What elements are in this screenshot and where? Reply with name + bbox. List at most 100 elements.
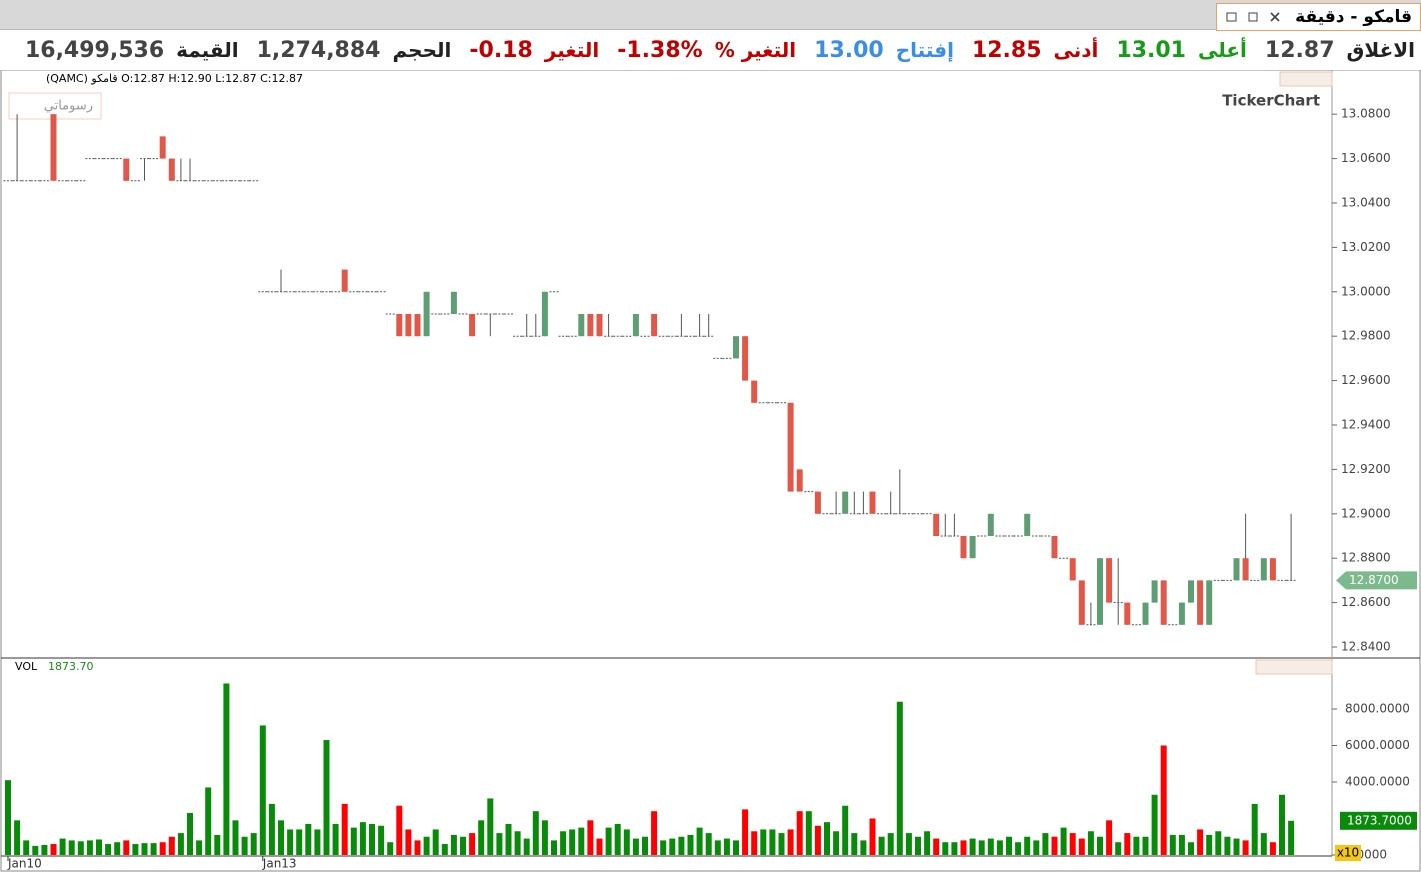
quote-item: القيمة 16,499,536 <box>25 38 239 63</box>
quote-item: إفتتاح 13.00 <box>814 38 954 63</box>
volume-name: VOL <box>15 660 38 673</box>
volume-bar <box>1033 840 1040 855</box>
volume-bar <box>305 823 312 855</box>
y-tick-label: 12.8600 <box>1341 595 1391 609</box>
volume-bar <box>796 811 803 855</box>
volume-bar <box>614 823 621 855</box>
volume-bar <box>942 842 949 855</box>
candle-body <box>787 402 794 492</box>
last-volume-tag <box>1340 811 1417 830</box>
volume-bar <box>805 811 812 855</box>
panel-buttons[interactable] <box>1279 71 1333 87</box>
volume-bar <box>1124 833 1131 855</box>
volume-bar <box>59 838 66 855</box>
volume-bar <box>1206 834 1213 855</box>
x-tick-label: Jan10 <box>7 857 42 871</box>
candle-body <box>469 313 476 337</box>
quote-label: أدنى <box>1053 37 1099 62</box>
volume-bar <box>969 838 976 855</box>
window-buttons[interactable] <box>1225 10 1285 24</box>
quote-item: الاغلاق 12.87 <box>1265 38 1415 63</box>
candle-body <box>50 114 57 181</box>
quote-item: التغير -0.18 <box>469 38 599 63</box>
volume-bar <box>369 823 375 855</box>
y-tick-label: 12.8400 <box>1341 640 1391 654</box>
volume-bar <box>924 831 931 855</box>
volume-bar <box>514 831 521 855</box>
watermark: TickerChart <box>1222 92 1320 110</box>
window-title: قامكو - دقيقة <box>1295 7 1412 27</box>
volume-bar <box>523 838 530 855</box>
volume-bar <box>951 842 958 855</box>
volume-bar <box>896 701 903 855</box>
volume-bar <box>278 820 284 855</box>
volume-bar <box>651 811 658 855</box>
volume-bar <box>205 787 212 855</box>
candle-body <box>541 291 548 337</box>
volume-bar <box>1233 838 1240 855</box>
last-volume-label: 1873.7000 <box>1347 813 1412 827</box>
volume-bar <box>296 829 303 855</box>
volume-bar <box>642 836 648 855</box>
candle-body <box>1160 580 1167 625</box>
volume-bar <box>996 840 1003 855</box>
volume-bar <box>405 829 412 855</box>
quote-value: -0.18 <box>469 37 533 63</box>
volume-bar <box>105 844 112 855</box>
volume-bar <box>1078 838 1085 855</box>
volume-bar <box>268 803 275 855</box>
drawings-button[interactable]: رسوماتي <box>44 99 93 114</box>
volume-bar <box>678 836 685 855</box>
candle-body <box>1106 558 1113 603</box>
volume-bar <box>1042 833 1049 855</box>
volume-bar <box>478 820 485 855</box>
volume-bar <box>960 840 967 855</box>
candle-body <box>587 313 594 337</box>
volume-bar <box>978 840 985 855</box>
volume-bar <box>1251 803 1258 855</box>
volume-bar <box>505 823 512 855</box>
volume-bar <box>1288 820 1295 855</box>
volume-bar <box>68 840 75 855</box>
volume-bar <box>905 833 912 855</box>
quote-value: 13.00 <box>814 37 884 63</box>
volume-bar <box>1060 827 1067 855</box>
candle-body <box>842 491 849 514</box>
volume-bar <box>1188 842 1194 855</box>
chart: (QAMC) قامكو O:12.87 H:12.90 L:12.87 C:1… <box>0 70 1421 872</box>
volume-bar <box>23 840 30 855</box>
panel-buttons[interactable] <box>1255 659 1333 675</box>
volume-bar <box>1151 794 1158 855</box>
volume-bar <box>450 834 457 855</box>
volume-bar <box>560 831 567 855</box>
candle-body <box>1069 558 1076 581</box>
candle-body <box>1097 558 1103 625</box>
volume-bar <box>423 836 430 855</box>
volume-bar <box>842 805 849 855</box>
volume-bar <box>14 820 21 855</box>
volume-bar <box>1169 834 1176 855</box>
quote-label: أعلى <box>1198 37 1247 62</box>
volume-bar <box>1224 836 1231 855</box>
volume-bar <box>769 829 776 855</box>
candle-body <box>1078 580 1085 625</box>
y-tick-label: 12.8800 <box>1341 551 1391 565</box>
candle-body <box>1124 602 1131 625</box>
volume-bar <box>878 836 885 855</box>
candle-body <box>1260 558 1267 581</box>
quote-label: الحجم <box>392 37 452 62</box>
volume-bar <box>687 834 694 855</box>
volume-bar <box>1133 836 1140 855</box>
volume-bar <box>241 836 248 855</box>
volume-bar <box>5 780 11 855</box>
volume-bar <box>314 829 321 855</box>
candle-body <box>159 136 166 159</box>
volume-bar <box>1279 794 1285 855</box>
y-tick-label: 12.9000 <box>1341 506 1391 520</box>
volume-bar <box>77 841 84 855</box>
quote-value: 13.01 <box>1116 37 1186 63</box>
volume-bar <box>814 825 821 855</box>
volume-legend-value: 1873.70 <box>48 660 94 673</box>
volume-bar <box>396 805 403 855</box>
volume-bar <box>332 823 339 855</box>
